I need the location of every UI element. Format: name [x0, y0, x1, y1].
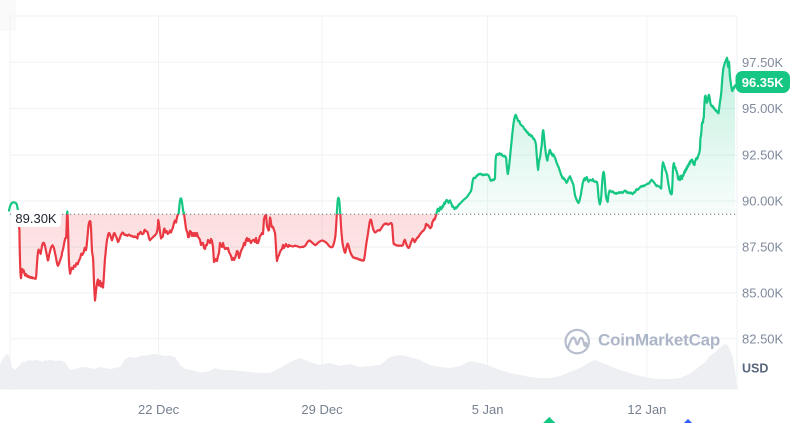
svg-text:22 Dec: 22 Dec — [138, 402, 180, 417]
svg-text:87.50K: 87.50K — [742, 240, 784, 255]
svg-text:82.50K: 82.50K — [742, 331, 784, 346]
svg-text:89.30K: 89.30K — [15, 211, 57, 226]
svg-text:12 Jan: 12 Jan — [627, 402, 666, 417]
svg-text:97.50K: 97.50K — [742, 55, 784, 70]
svg-text:90.00K: 90.00K — [742, 194, 784, 209]
svg-text:5 Jan: 5 Jan — [472, 402, 504, 417]
svg-text:95.00K: 95.00K — [742, 101, 784, 116]
svg-text:29 Dec: 29 Dec — [301, 402, 343, 417]
svg-text:96.35K: 96.35K — [742, 75, 785, 90]
svg-text:85.00K: 85.00K — [742, 286, 784, 301]
svg-text:CoinMarketCap: CoinMarketCap — [598, 331, 720, 350]
svg-text:92.50K: 92.50K — [742, 148, 784, 163]
svg-text:USD: USD — [742, 362, 768, 376]
